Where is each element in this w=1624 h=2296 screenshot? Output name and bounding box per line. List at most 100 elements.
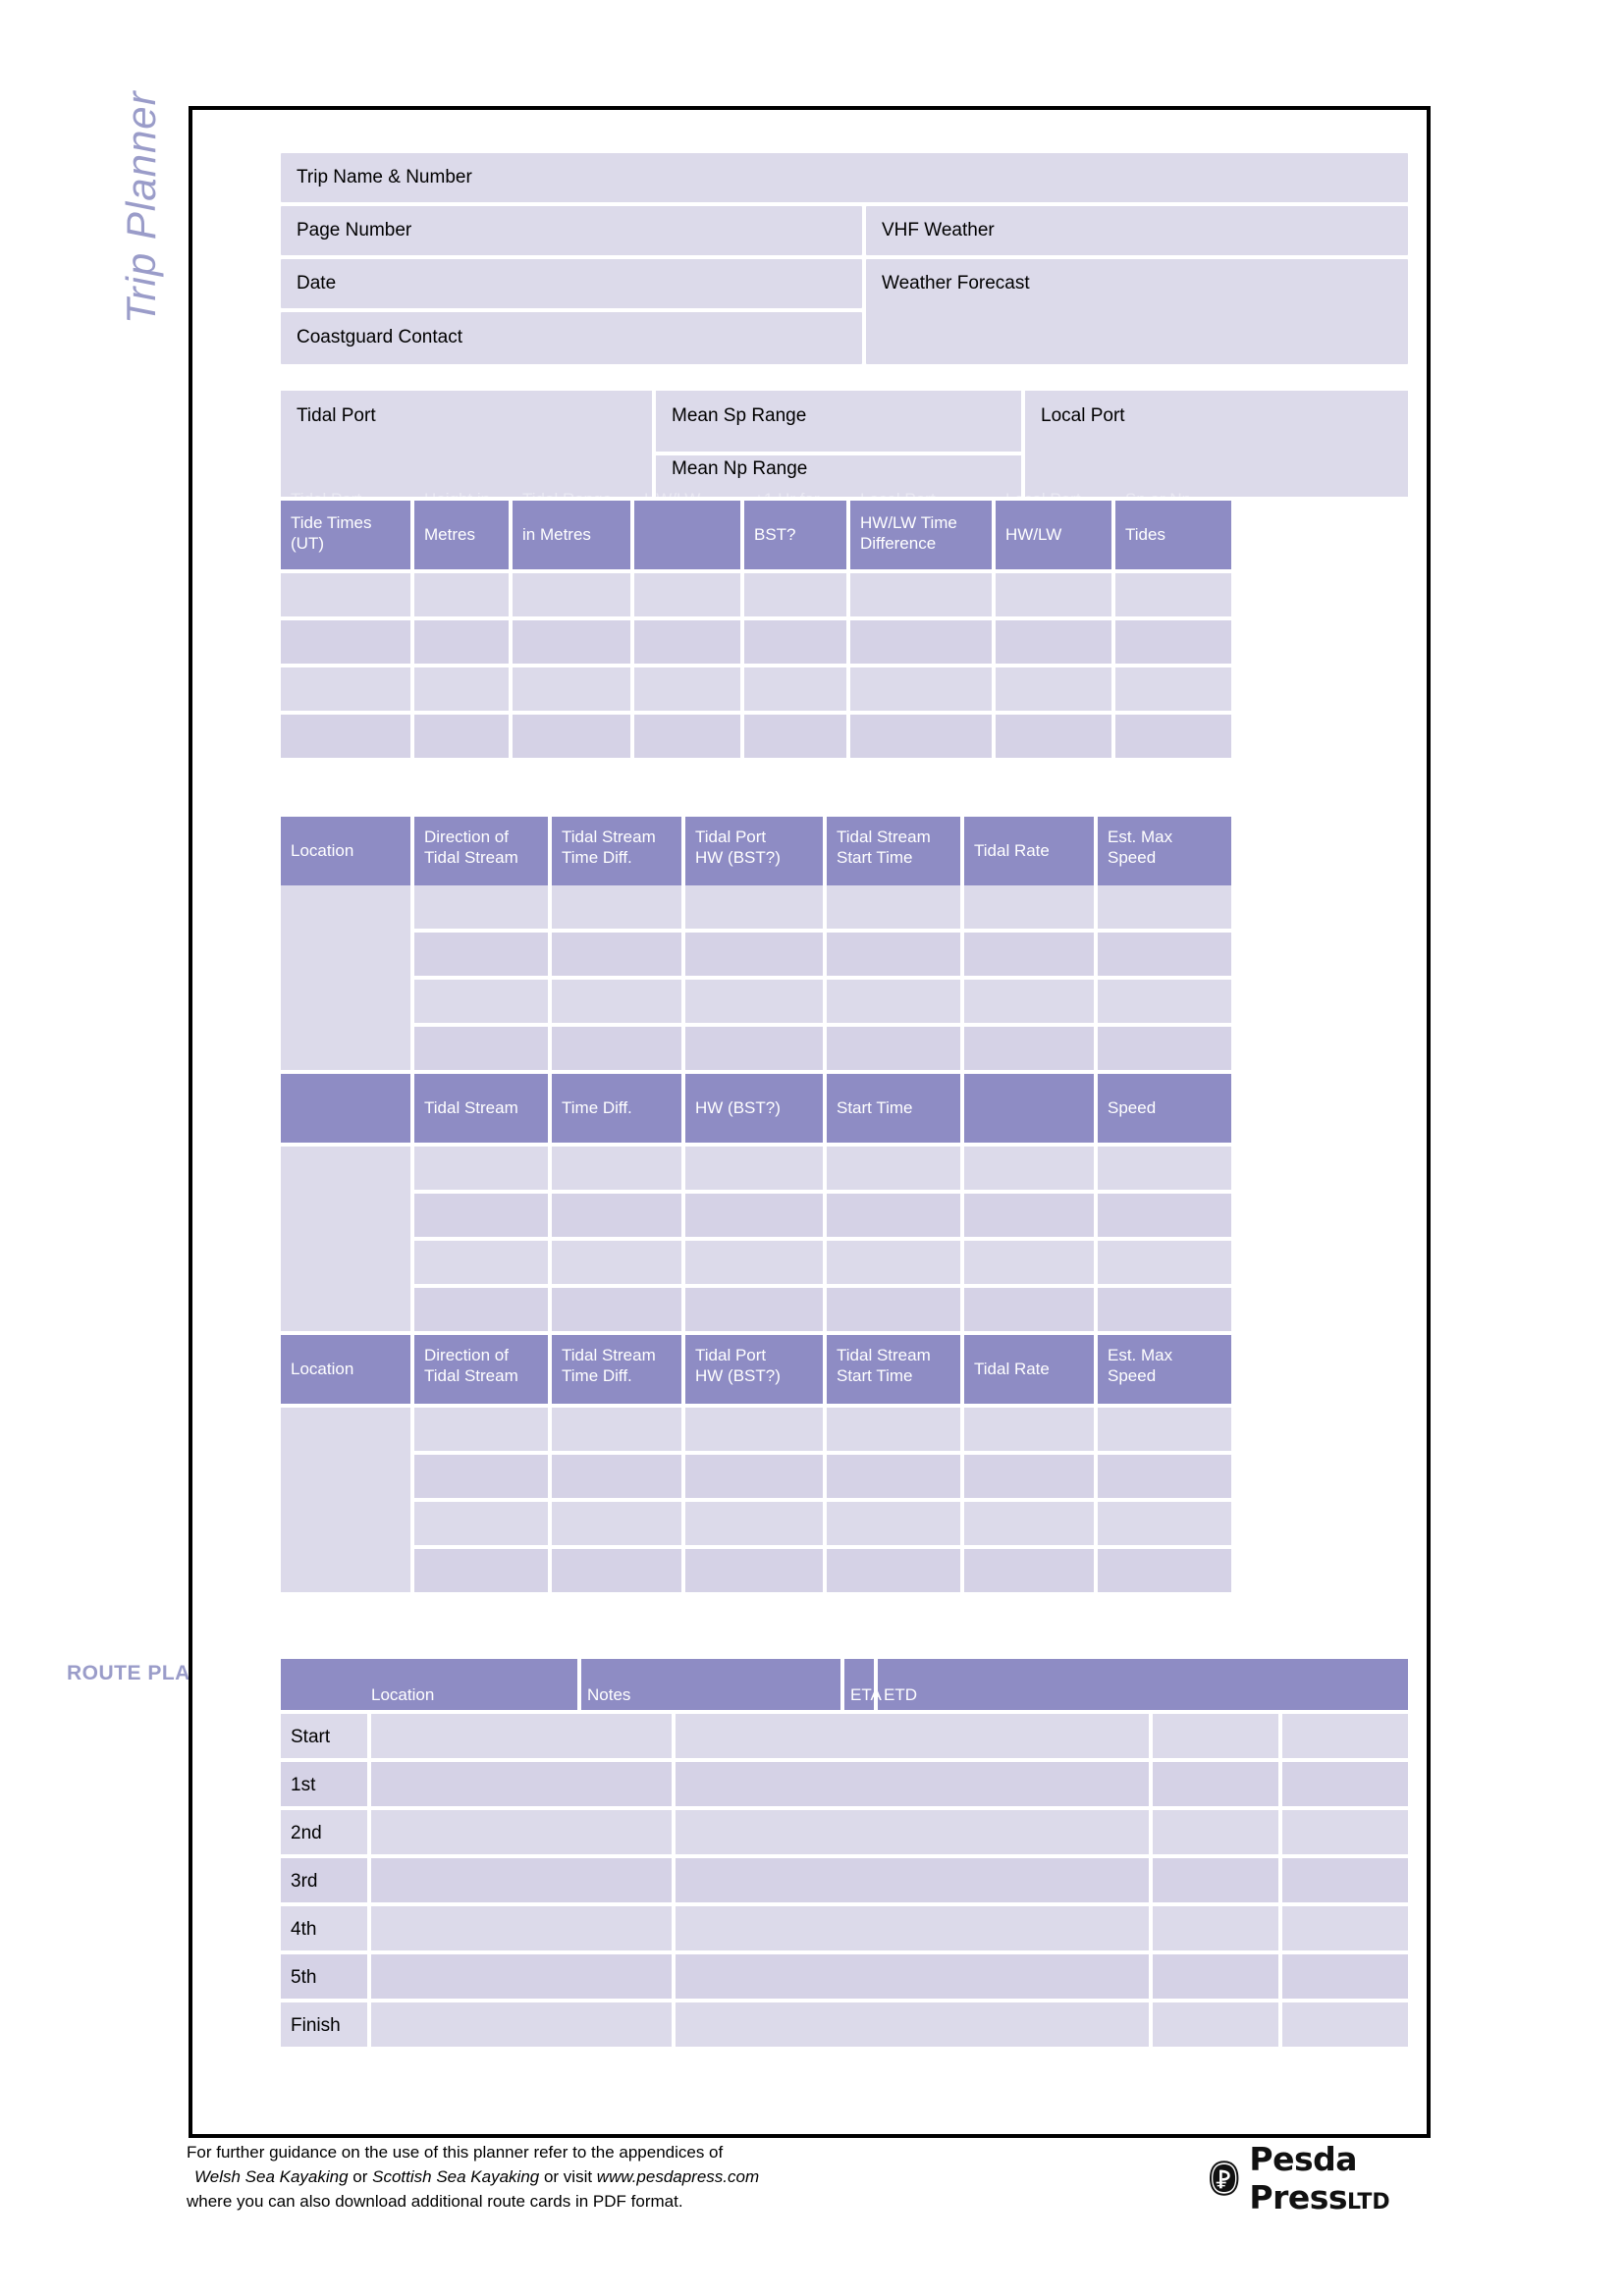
- stream-row-3-cell[interactable]: [685, 1455, 823, 1498]
- route-row-label-cell[interactable]: 3rd: [281, 1858, 367, 1902]
- route-row-cell[interactable]: [1282, 1954, 1408, 1999]
- stream-row-3-cell[interactable]: [964, 1455, 1094, 1498]
- route-row-cell[interactable]: [1153, 1810, 1278, 1854]
- stream-row-2-cell[interactable]: [414, 1194, 548, 1237]
- stream-row-1-cell[interactable]: [964, 885, 1094, 929]
- stream-row-3-cell[interactable]: [827, 1455, 960, 1498]
- stream-row-2-cell[interactable]: [1098, 1241, 1231, 1284]
- tidal-body-cell[interactable]: [414, 715, 509, 758]
- tidal-body-cell[interactable]: [1115, 715, 1231, 758]
- stream-location-merged-3[interactable]: [281, 1408, 410, 1592]
- route-row-cell[interactable]: [371, 1810, 672, 1854]
- field-date[interactable]: Date: [281, 259, 862, 308]
- tidal-body-cell[interactable]: [634, 715, 740, 758]
- route-row-cell[interactable]: [371, 1714, 672, 1758]
- tidal-body-cell[interactable]: [744, 573, 846, 616]
- tidal-body-cell[interactable]: [744, 715, 846, 758]
- stream-row-3-cell[interactable]: [1098, 1455, 1231, 1498]
- field-tidal-port[interactable]: Tidal Port: [281, 391, 652, 497]
- tidal-body-cell[interactable]: [513, 573, 630, 616]
- route-row-cell[interactable]: [371, 1762, 672, 1806]
- stream-row-2-cell[interactable]: [685, 1288, 823, 1331]
- stream-row-2-cell[interactable]: [552, 1194, 681, 1237]
- stream-row-1-cell[interactable]: [685, 980, 823, 1023]
- stream-row-2-cell[interactable]: [685, 1147, 823, 1190]
- tidal-body-cell[interactable]: [996, 667, 1111, 711]
- route-row-cell[interactable]: [1282, 2002, 1408, 2047]
- tidal-body-cell[interactable]: [281, 715, 410, 758]
- route-row-cell[interactable]: [1153, 1714, 1278, 1758]
- stream-row-3-cell[interactable]: [1098, 1549, 1231, 1592]
- stream-row-3-cell[interactable]: [964, 1549, 1094, 1592]
- stream-row-2-cell[interactable]: [1098, 1194, 1231, 1237]
- stream-row-3-cell[interactable]: [685, 1408, 823, 1451]
- route-row-label-cell[interactable]: 1st: [281, 1762, 367, 1806]
- tidal-body-cell[interactable]: [281, 667, 410, 711]
- field-local-port[interactable]: Local Port: [1025, 391, 1408, 497]
- stream-row-2-cell[interactable]: [1098, 1147, 1231, 1190]
- stream-row-1-cell[interactable]: [964, 933, 1094, 976]
- footer-website-link[interactable]: www.pesdapress.com: [596, 2167, 760, 2186]
- tidal-body-cell[interactable]: [850, 620, 992, 664]
- stream-row-3-cell[interactable]: [1098, 1408, 1231, 1451]
- stream-row-3-cell[interactable]: [414, 1549, 548, 1592]
- stream-row-1-cell[interactable]: [552, 933, 681, 976]
- route-row-cell[interactable]: [676, 1906, 1149, 1950]
- route-row-cell[interactable]: [676, 1954, 1149, 1999]
- tidal-body-cell[interactable]: [1115, 573, 1231, 616]
- stream-row-1-cell[interactable]: [685, 933, 823, 976]
- tidal-body-cell[interactable]: [744, 667, 846, 711]
- stream-row-1-cell[interactable]: [414, 933, 548, 976]
- tidal-body-cell[interactable]: [1115, 667, 1231, 711]
- stream-row-2-cell[interactable]: [414, 1288, 548, 1331]
- stream-row-3-cell[interactable]: [552, 1502, 681, 1545]
- stream-row-1-cell[interactable]: [827, 1027, 960, 1070]
- route-row-cell[interactable]: [371, 2002, 672, 2047]
- stream-row-2-cell[interactable]: [964, 1241, 1094, 1284]
- stream-row-3-cell[interactable]: [827, 1502, 960, 1545]
- stream-row-2-cell[interactable]: [827, 1194, 960, 1237]
- route-row-cell[interactable]: [371, 1954, 672, 1999]
- tidal-body-cell[interactable]: [634, 667, 740, 711]
- tidal-body-cell[interactable]: [414, 620, 509, 664]
- route-row-cell[interactable]: [676, 1810, 1149, 1854]
- stream-row-1-cell[interactable]: [1098, 933, 1231, 976]
- stream-row-3-cell[interactable]: [964, 1408, 1094, 1451]
- stream-row-1-cell[interactable]: [1098, 980, 1231, 1023]
- route-row-cell[interactable]: [676, 2002, 1149, 2047]
- stream-row-1-cell[interactable]: [1098, 885, 1231, 929]
- stream-row-2-cell[interactable]: [685, 1194, 823, 1237]
- stream-row-3-cell[interactable]: [414, 1455, 548, 1498]
- tidal-body-cell[interactable]: [513, 715, 630, 758]
- route-row-label-cell[interactable]: 2nd: [281, 1810, 367, 1854]
- stream-row-1-cell[interactable]: [827, 980, 960, 1023]
- stream-row-1-cell[interactable]: [552, 1027, 681, 1070]
- stream-row-2-cell[interactable]: [552, 1288, 681, 1331]
- stream-row-1-cell[interactable]: [685, 885, 823, 929]
- route-row-cell[interactable]: [1153, 1762, 1278, 1806]
- stream-row-1-cell[interactable]: [827, 885, 960, 929]
- stream-row-1-cell[interactable]: [685, 1027, 823, 1070]
- stream-location-merged-2[interactable]: [281, 1147, 410, 1331]
- stream-row-3-cell[interactable]: [1098, 1502, 1231, 1545]
- route-row-label-cell[interactable]: 4th: [281, 1906, 367, 1950]
- field-vhf-weather[interactable]: VHF Weather: [866, 206, 1408, 255]
- field-page-number[interactable]: Page Number: [281, 206, 862, 255]
- tidal-body-cell[interactable]: [1115, 620, 1231, 664]
- tidal-body-cell[interactable]: [850, 715, 992, 758]
- tidal-body-cell[interactable]: [996, 620, 1111, 664]
- stream-row-3-cell[interactable]: [552, 1549, 681, 1592]
- stream-row-1-cell[interactable]: [552, 885, 681, 929]
- tidal-body-cell[interactable]: [634, 573, 740, 616]
- tidal-body-cell[interactable]: [850, 573, 992, 616]
- route-row-label-cell[interactable]: Finish: [281, 2002, 367, 2047]
- field-coastguard-contact[interactable]: Coastguard Contact: [281, 312, 862, 364]
- route-row-cell[interactable]: [1153, 1954, 1278, 1999]
- tidal-body-cell[interactable]: [744, 620, 846, 664]
- stream-row-2-cell[interactable]: [964, 1288, 1094, 1331]
- stream-row-3-cell[interactable]: [552, 1455, 681, 1498]
- route-row-cell[interactable]: [371, 1906, 672, 1950]
- route-row-cell[interactable]: [371, 1858, 672, 1902]
- stream-row-2-cell[interactable]: [964, 1147, 1094, 1190]
- tidal-body-cell[interactable]: [281, 620, 410, 664]
